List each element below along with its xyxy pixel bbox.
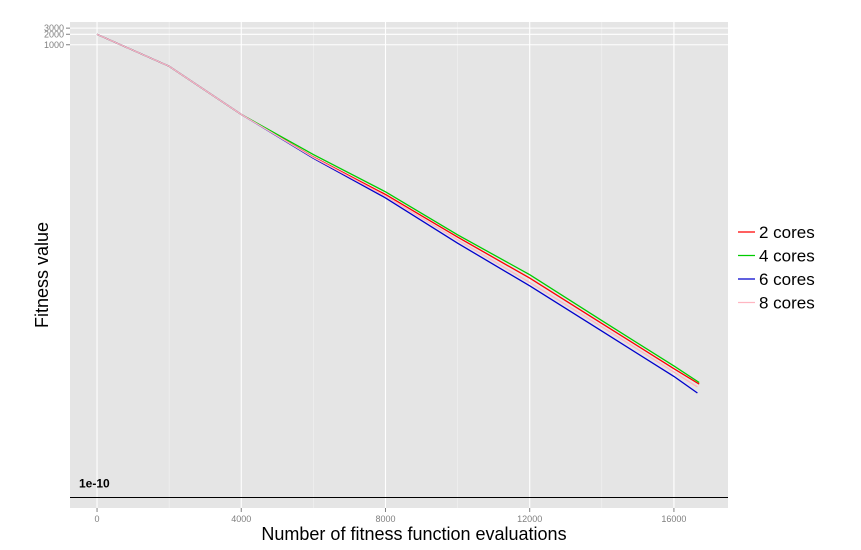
legend-label: 4 cores <box>759 247 815 266</box>
legend: 2 cores 4 cores 6 cores 8 cores <box>738 223 815 313</box>
x-axis-ticks: 0 4000 8000 12000 16000 <box>95 508 686 524</box>
x-axis-label: Number of fitness function evaluations <box>261 524 566 544</box>
series-line <box>96 33 698 388</box>
y-tick-label: 3000 <box>44 23 64 33</box>
legend-label: 8 cores <box>759 294 815 313</box>
legend-label: 2 cores <box>759 223 815 242</box>
x-tick-label: 12000 <box>517 514 542 524</box>
y-tick-label: 1000 <box>44 40 64 50</box>
x-tick-label: 4000 <box>231 514 251 524</box>
series-lines <box>96 33 700 394</box>
y-axis-label: Fitness value <box>32 222 52 328</box>
x-tick-label: 16000 <box>661 514 686 524</box>
plot-panel <box>70 22 728 508</box>
legend-label: 6 cores <box>759 270 815 289</box>
x-tick-label: 0 <box>95 514 100 524</box>
grid-lines <box>70 22 728 508</box>
y-tick-label: 2000 <box>44 29 64 39</box>
reference-line-label: 1e-10 <box>79 477 110 491</box>
x-tick-label: 8000 <box>375 514 395 524</box>
reference-line-group: 1e-10 <box>70 477 728 499</box>
